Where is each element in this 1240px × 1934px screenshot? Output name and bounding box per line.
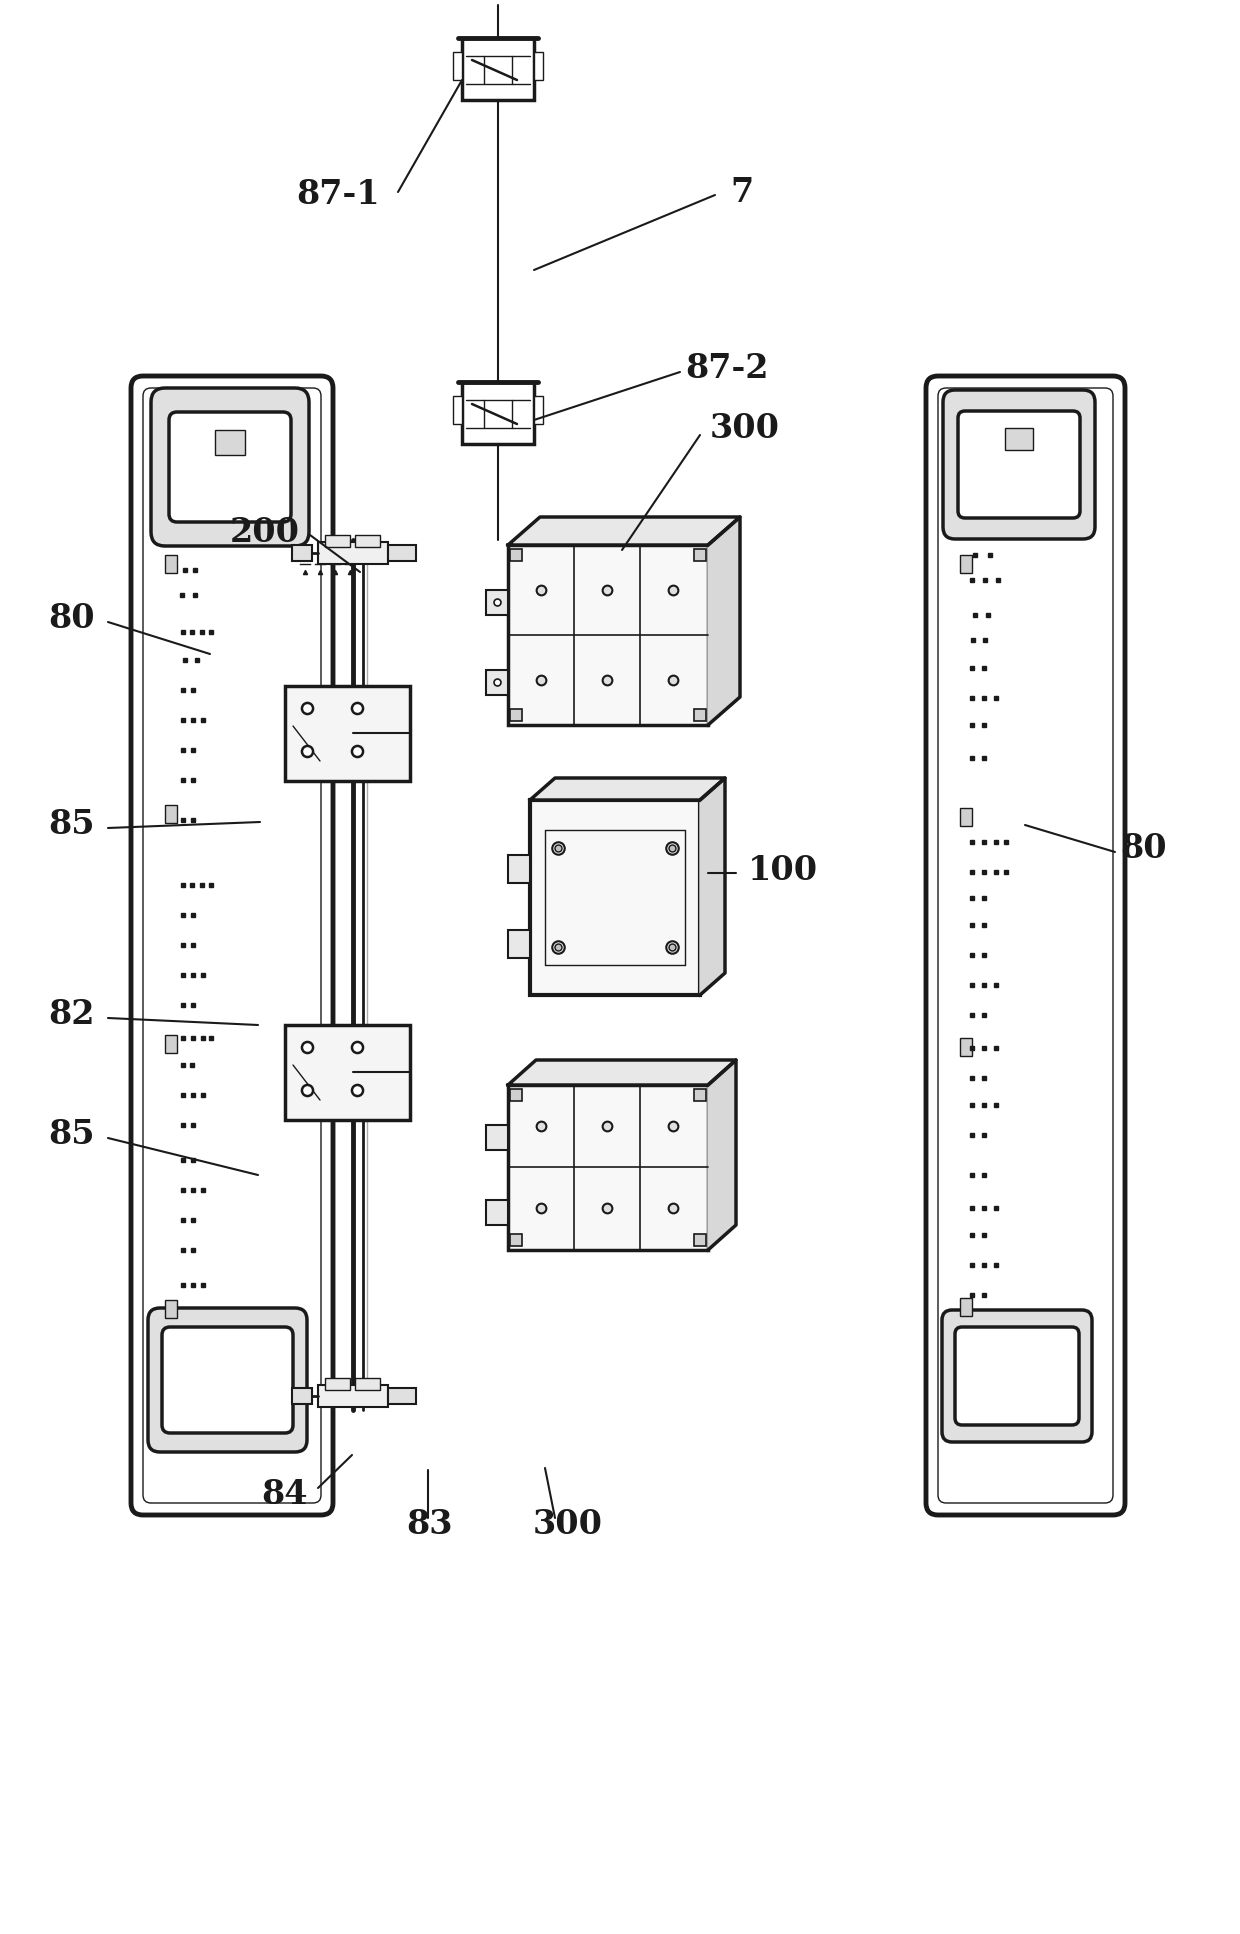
Text: 83: 83	[407, 1509, 454, 1541]
Text: 87-2: 87-2	[684, 352, 769, 385]
Text: 300: 300	[711, 412, 780, 445]
Bar	[486, 590, 508, 615]
Bar	[534, 396, 543, 424]
Bar	[510, 549, 522, 561]
Bar	[388, 1389, 415, 1404]
Bar	[325, 536, 350, 547]
Bar	[291, 545, 312, 561]
Text: 84: 84	[262, 1478, 308, 1512]
Bar	[317, 542, 388, 565]
Bar	[355, 1379, 379, 1391]
Bar	[510, 1089, 522, 1100]
Polygon shape	[701, 777, 725, 994]
Polygon shape	[508, 516, 740, 545]
FancyBboxPatch shape	[131, 375, 334, 1514]
Bar	[694, 710, 706, 721]
Text: 82: 82	[48, 998, 95, 1031]
Bar	[486, 669, 508, 694]
FancyBboxPatch shape	[162, 1327, 293, 1433]
Bar	[960, 555, 972, 572]
Bar	[694, 549, 706, 561]
Bar	[960, 1298, 972, 1315]
Polygon shape	[529, 777, 725, 801]
Bar	[291, 1389, 312, 1404]
Bar	[694, 1234, 706, 1245]
FancyBboxPatch shape	[926, 375, 1125, 1514]
Polygon shape	[708, 516, 740, 725]
Bar	[1004, 427, 1033, 451]
Text: 85: 85	[48, 808, 95, 841]
Text: 80: 80	[1120, 832, 1167, 864]
Bar	[165, 1300, 177, 1317]
FancyBboxPatch shape	[169, 412, 291, 522]
Text: 100: 100	[748, 853, 818, 886]
Text: 200: 200	[229, 516, 300, 549]
Polygon shape	[508, 1060, 737, 1085]
Bar	[165, 1035, 177, 1052]
FancyBboxPatch shape	[942, 391, 1095, 540]
Bar	[317, 1385, 388, 1408]
Text: 87-1: 87-1	[296, 178, 379, 211]
Bar	[453, 396, 463, 424]
Bar	[388, 545, 415, 561]
Bar	[508, 1085, 708, 1249]
Bar	[285, 1025, 410, 1120]
Bar	[453, 52, 463, 79]
Bar	[215, 429, 246, 454]
Bar	[694, 1089, 706, 1100]
Bar	[463, 39, 534, 101]
Bar	[529, 801, 701, 994]
Bar	[165, 805, 177, 824]
Bar	[510, 710, 522, 721]
Bar	[165, 555, 177, 572]
FancyBboxPatch shape	[151, 389, 309, 545]
Bar	[325, 1379, 350, 1391]
Bar	[355, 536, 379, 547]
FancyBboxPatch shape	[955, 1327, 1079, 1425]
Bar	[285, 687, 410, 781]
Bar	[960, 808, 972, 826]
Bar	[463, 383, 534, 445]
Bar	[508, 545, 708, 725]
FancyBboxPatch shape	[942, 1309, 1092, 1443]
Bar	[508, 855, 529, 884]
Bar	[508, 930, 529, 957]
Text: 80: 80	[48, 601, 95, 634]
Polygon shape	[708, 1060, 737, 1249]
Bar	[534, 52, 543, 79]
FancyBboxPatch shape	[148, 1307, 308, 1452]
Text: 7: 7	[730, 176, 753, 209]
Bar	[486, 1199, 508, 1224]
Bar	[510, 1234, 522, 1245]
FancyBboxPatch shape	[959, 412, 1080, 518]
Bar	[960, 1039, 972, 1056]
Text: 300: 300	[533, 1509, 603, 1541]
Bar	[486, 1126, 508, 1151]
Text: 85: 85	[48, 1118, 95, 1151]
